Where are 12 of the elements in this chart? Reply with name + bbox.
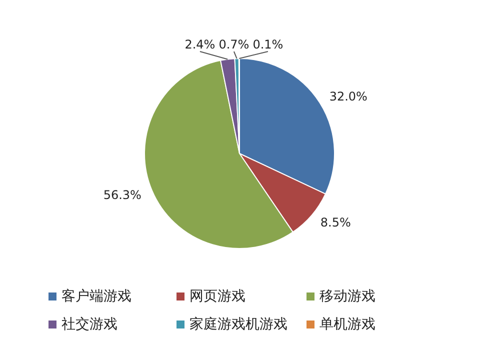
- data-label: 56.3%: [103, 188, 142, 202]
- legend-label: 社交游戏: [62, 316, 118, 332]
- legend-label: 客户端游戏: [62, 288, 132, 304]
- legend-label: 家庭游戏机游戏: [190, 316, 288, 332]
- data-label: 2.4%: [184, 38, 216, 52]
- data-label: 0.7%: [218, 38, 250, 52]
- data-label: 8.5%: [320, 216, 351, 230]
- legend-label: 单机游戏: [320, 316, 376, 332]
- legend-label: 移动游戏: [320, 288, 376, 304]
- legend-label: 网页游戏: [190, 288, 246, 304]
- data-label: 0.1%: [252, 38, 284, 52]
- data-label: 32.0%: [329, 89, 368, 104]
